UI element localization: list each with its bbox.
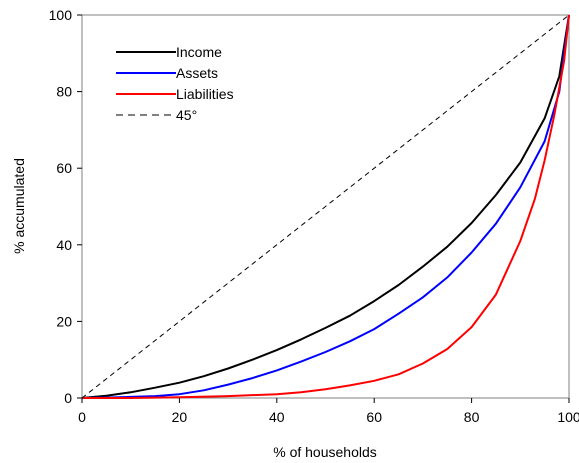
- series-layer: [81, 14, 570, 399]
- plot-area: [81, 14, 570, 399]
- legend: Income Assets Liabilities 45°: [116, 44, 234, 123]
- y-tick-label-2: 40: [56, 237, 72, 253]
- x-tick-label-1: 20: [172, 409, 188, 425]
- series-line-income: [81, 14, 570, 399]
- x-tick-label-2: 40: [269, 409, 285, 425]
- series-line-liabilities: [82, 14, 570, 399]
- x-tick-label-3: 60: [366, 409, 382, 425]
- series-line-assets: [81, 14, 570, 399]
- x-tick-label-4: 80: [464, 409, 480, 425]
- axes-layer: 0 20 40 60 80 100 0 20 40 60 80 100: [49, 7, 579, 425]
- y-axis-label: % accumulated: [11, 158, 27, 254]
- legend-label-45: 45°: [176, 107, 197, 123]
- x-tick-label-0: 0: [78, 409, 86, 425]
- series-line-45: [81, 14, 570, 399]
- y-tick-label-4: 80: [56, 84, 72, 100]
- legend-label-income: Income: [176, 44, 222, 60]
- y-tick-label-1: 20: [56, 313, 72, 329]
- legend-label-assets: Assets: [176, 65, 218, 81]
- y-tick-label-3: 60: [56, 160, 72, 176]
- x-tick-label-5: 100: [557, 409, 579, 425]
- y-tick-label-0: 0: [64, 390, 72, 406]
- legend-label-liabilities: Liabilities: [176, 86, 234, 102]
- x-axis-label: % of households: [273, 444, 377, 460]
- y-tick-label-5: 100: [49, 7, 73, 23]
